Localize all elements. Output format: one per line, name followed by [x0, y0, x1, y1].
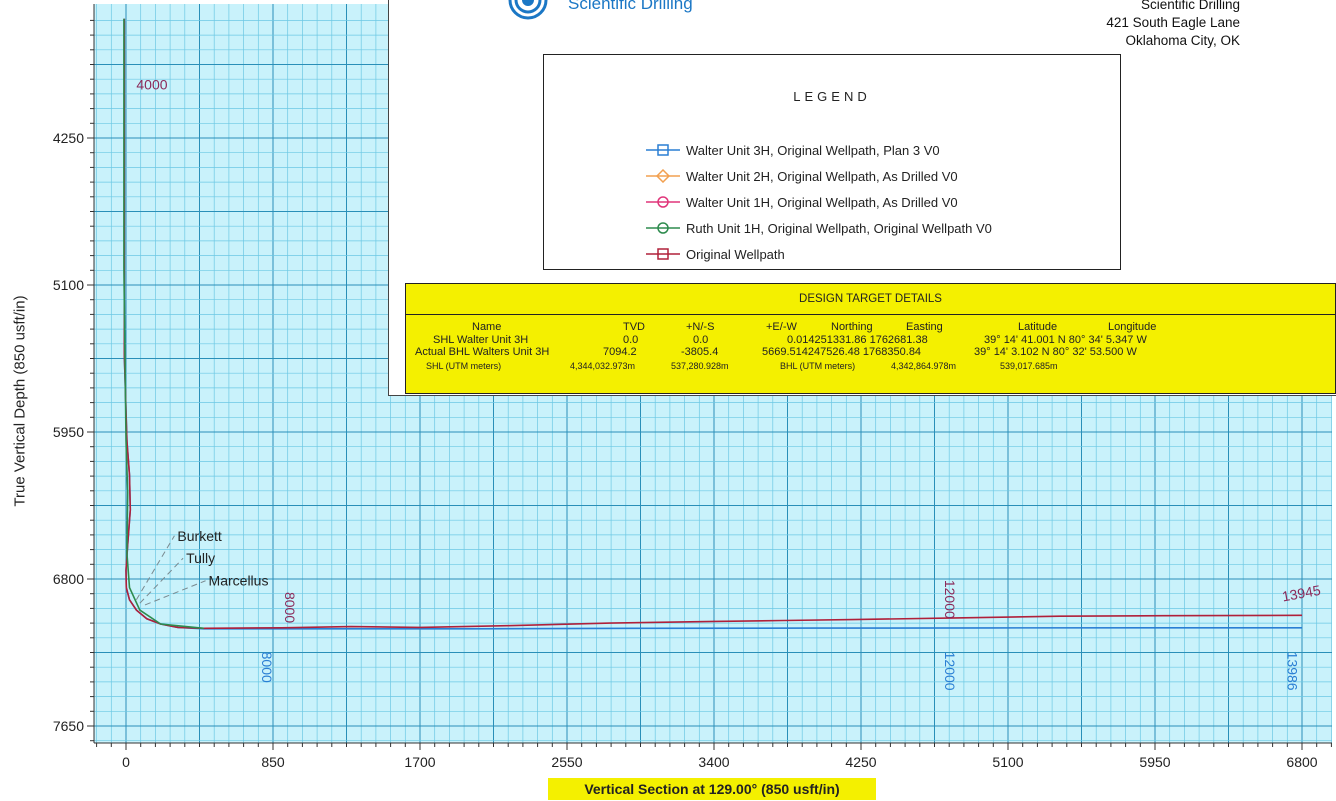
- depth-annotation-5: 13945: [1281, 582, 1322, 605]
- legend-label-0: Walter Unit 3H, Original Wellpath, Plan …: [686, 142, 940, 158]
- depth-annotation-1: 8000: [282, 592, 298, 623]
- formation-line-1: [139, 557, 184, 604]
- depth-annotation-3: 12000: [942, 580, 958, 619]
- y-tick-label-1: 5100: [53, 277, 84, 293]
- scientific-drilling-logo-icon: [508, 0, 548, 20]
- formation-line-0: [135, 535, 175, 601]
- row2-lat-lon: 39° 14' 3.102 N 80° 32' 53.500 W: [974, 346, 1137, 358]
- address-line-3: Oklahoma City, OK: [1125, 33, 1240, 48]
- x-tick-label-0: 0: [122, 754, 130, 770]
- legend-label-3: Ruth Unit 1H, Original Wellpath, Origina…: [686, 220, 992, 236]
- row1-ns: 0.0: [693, 334, 709, 346]
- address-line-2: 421 South Eagle Lane: [1106, 15, 1240, 30]
- legend-marker-diamond-icon: [646, 169, 680, 183]
- legend-box: LEGEND Walter Unit 3H, Original Wellpath…: [543, 54, 1121, 270]
- header-tvd: TVD: [623, 321, 645, 333]
- y-tick-label-3: 6800: [53, 571, 84, 587]
- x-axis-title: Vertical Section at 129.00° (850 usft/in…: [548, 778, 876, 800]
- y-tick-label-4: 7650: [53, 718, 84, 734]
- row2-tvd: 7094.2: [603, 346, 637, 358]
- legend-item-0: Walter Unit 3H, Original Wellpath, Plan …: [646, 137, 992, 163]
- row3-shl-label: SHL (UTM meters): [426, 361, 502, 371]
- design-target-details: DESIGN TARGET DETAILS Name TVD +N/-S +E/…: [405, 283, 1336, 394]
- x-tick-label-5: 4250: [845, 754, 876, 770]
- formation-label-1: Tully: [186, 550, 215, 566]
- depth-annotation-0: 4000: [136, 77, 167, 93]
- x-tick-label-7: 5950: [1139, 754, 1170, 770]
- formation-label-0: Burkett: [177, 528, 221, 544]
- x-tick-label-6: 5100: [992, 754, 1023, 770]
- legend-marker-circle-icon: [646, 196, 680, 208]
- design-target-title: DESIGN TARGET DETAILS: [406, 284, 1335, 315]
- row1-lat-lon: 39° 14' 41.001 N 80° 34' 5.347 W: [984, 334, 1147, 346]
- row2-ns: -3805.4: [681, 346, 719, 358]
- legend-marker-square-icon: [646, 144, 680, 156]
- legend-item-3: Ruth Unit 1H, Original Wellpath, Origina…: [646, 215, 992, 241]
- legend-label-2: Walter Unit 1H, Original Wellpath, As Dr…: [686, 194, 958, 210]
- legend-marker-square-icon: [646, 248, 680, 260]
- x-tick-label-1: 850: [261, 754, 285, 770]
- header-name: Name: [472, 321, 502, 333]
- row1-tvd: 0.0: [623, 334, 639, 346]
- row2-name: Actual BHL Walters Unit 3H: [415, 346, 550, 358]
- row3-shl-north: 4,344,032.973m: [570, 361, 636, 371]
- legend-label-1: Walter Unit 2H, Original Wellpath, As Dr…: [686, 168, 958, 184]
- axes: 0 850 1700 2550 3400 4250 5100 5950 6800 4250 5100…: [53, 4, 1332, 770]
- y-tick-label-0: 4250: [53, 130, 84, 146]
- depth-annotation-2: 8000: [259, 652, 275, 683]
- row1-ew-north-east: 0.014251331.86 1762681.38: [787, 334, 928, 346]
- header-ew: +E/-W: [766, 321, 797, 333]
- x-tick-label-3: 2550: [551, 754, 582, 770]
- header-ns: +N/-S: [686, 321, 715, 333]
- legend-title: LEGEND: [793, 89, 871, 104]
- series-line-2: [123, 18, 204, 630]
- legend-items: Walter Unit 3H, Original Wellpath, Plan …: [646, 137, 992, 267]
- legend-item-4: Original Wellpath: [646, 241, 992, 267]
- row3-bhl-east: 539,017.685m: [1000, 361, 1058, 371]
- row1-name: SHL Walter Unit 3H: [433, 334, 529, 346]
- header-easting: Easting: [906, 321, 943, 333]
- series-line-1: [123, 18, 1303, 630]
- company-address: Scientific Drilling 421 South Eagle Lane…: [1106, 0, 1240, 50]
- legend-label-4: Original Wellpath: [686, 246, 785, 262]
- company-name: Scientific Drilling: [568, 0, 693, 13]
- header-northing: Northing: [831, 321, 873, 333]
- header-latitude: Latitude: [1018, 321, 1058, 333]
- depth-annotation-4: 12000: [942, 652, 958, 691]
- y-tick-label-2: 5950: [53, 424, 84, 440]
- formation-label-2: Marcellus: [209, 573, 269, 589]
- x-tick-label-8: 6800: [1286, 754, 1317, 770]
- row3-bhl-north: 4,342,864.978m: [891, 361, 957, 371]
- header-longitude: Longitude: [1108, 321, 1157, 333]
- legend-item-2: Walter Unit 1H, Original Wellpath, As Dr…: [646, 189, 992, 215]
- x-tick-label-2: 1700: [404, 754, 435, 770]
- legend-item-1: Walter Unit 2H, Original Wellpath, As Dr…: [646, 163, 992, 189]
- row3-shl-east: 537,280.928m: [671, 361, 729, 371]
- x-tick-label-4: 3400: [698, 754, 729, 770]
- depth-annotation-6: 13986: [1284, 652, 1300, 691]
- row3-bhl-label: BHL (UTM meters): [780, 361, 856, 371]
- legend-marker-circle-icon: [646, 222, 680, 234]
- y-axis-title: True Vertical Depth (850 usft/in): [11, 294, 29, 507]
- row2-ew-north-east: 5669.514247526.48 1768350.84: [762, 346, 922, 358]
- formation-line-2: [144, 580, 206, 606]
- address-line-1: Scientific Drilling: [1140, 0, 1240, 12]
